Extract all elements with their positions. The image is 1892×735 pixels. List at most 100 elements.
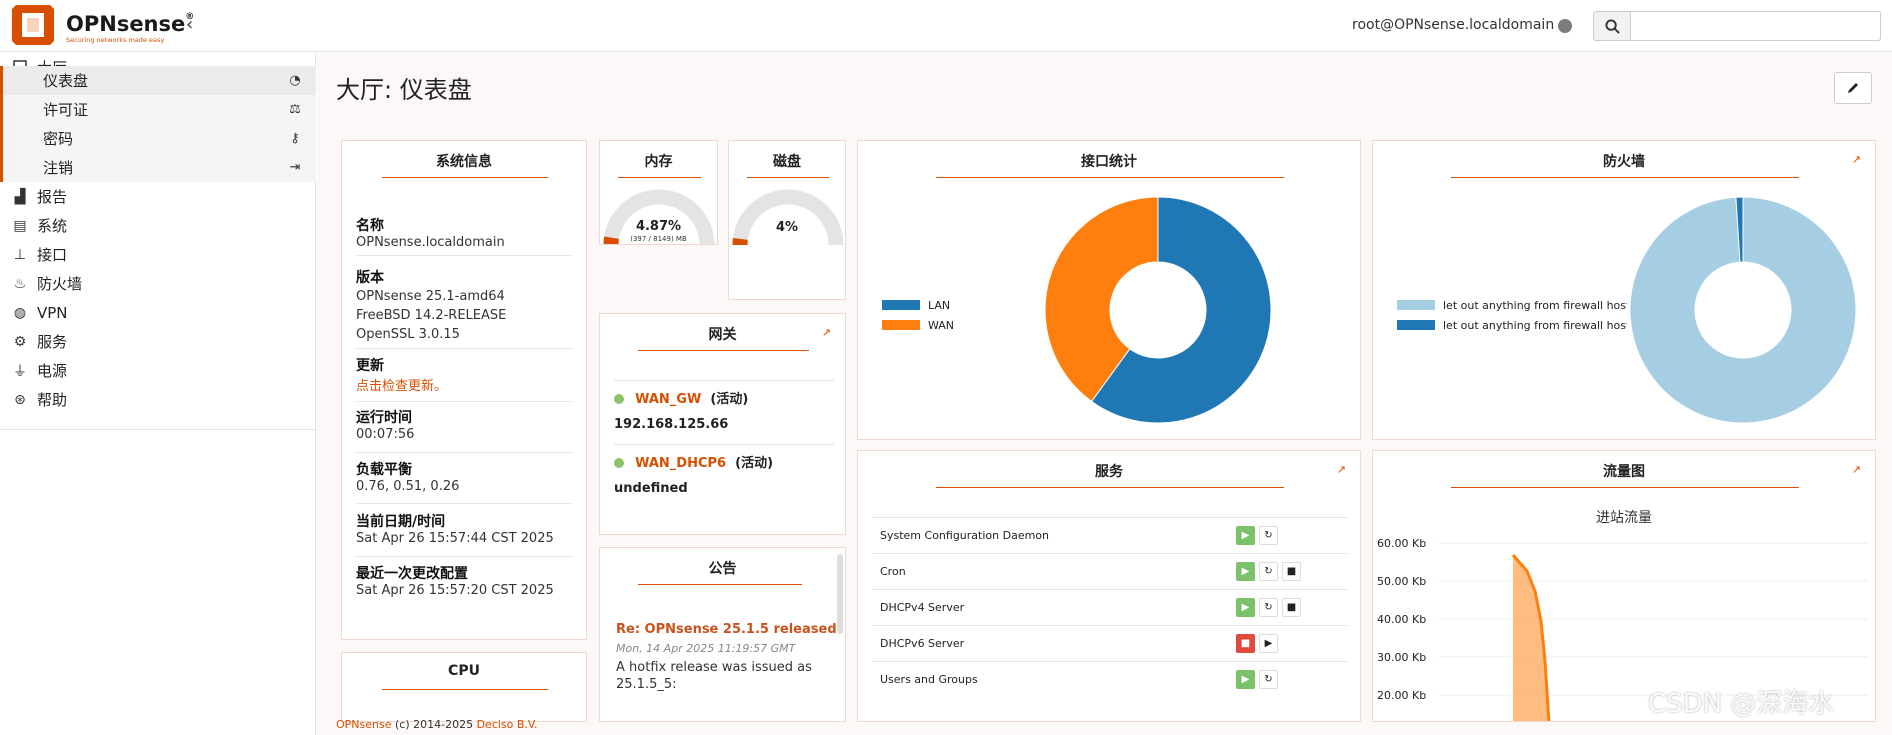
traffic-graph-widget: 流量图 ↗ 进站流量 60.00 Kb 50.00 Kb 40.00 Kb 30… <box>1372 450 1876 722</box>
sysinfo-uptime: 运行时间 00:07:56 <box>356 410 415 442</box>
sysinfo-updates: 更新 点击检查更新。 <box>356 355 572 394</box>
chart-legend: LAN WAN <box>882 295 954 335</box>
donut-slice[interactable] <box>1735 196 1744 263</box>
legend-item[interactable]: LAN <box>882 295 954 315</box>
y-tick-label: 30.00 Kb <box>1377 651 1427 664</box>
service-row: Users and Groups ▶ ↻ <box>872 661 1348 697</box>
service-restart-button[interactable]: ↻ <box>1259 526 1278 545</box>
watermark: CSDN @深海水 <box>1648 689 1835 719</box>
gateway-name-link[interactable]: WAN_DHCP6 <box>635 456 727 471</box>
interface-donut-chart <box>1044 196 1272 424</box>
service-running-button[interactable]: ▶ <box>1236 598 1255 617</box>
gateway-item: WAN_DHCP6 (活动) undefined <box>614 456 774 496</box>
y-tick-label: 20.00 Kb <box>1377 689 1427 702</box>
dashboard-icon: ◔ <box>289 73 301 88</box>
y-tick-label: 60.00 Kb <box>1377 537 1427 550</box>
lifebuoy-icon: ⊛ <box>14 391 26 408</box>
external-link-icon[interactable]: ↗ <box>1851 463 1861 476</box>
widget-title: 服务 <box>1095 464 1123 480</box>
firewall-donut-chart <box>1629 196 1857 424</box>
donut-slice[interactable] <box>1044 196 1159 403</box>
widget-title: 磁盘 <box>773 154 801 170</box>
system-info-widget: 系统信息 名称 OPNsense.localdomain 版本 OPNsense… <box>341 140 587 640</box>
sysinfo-name: 名称 OPNsense.localdomain <box>356 218 505 250</box>
sysinfo-datetime: 当前日期/时间 Sat Apr 26 15:57:44 CST 2025 <box>356 514 554 546</box>
footer-brand-link[interactable]: OPNsense <box>336 718 392 731</box>
traffic-line <box>1511 554 1551 721</box>
memory-widget: 内存 4.87% (397 / 8149) MB <box>599 140 718 245</box>
title-underline <box>747 177 829 178</box>
brand-tagline: Securing networks made easy <box>66 36 165 44</box>
globe-icon: ◍ <box>13 304 27 321</box>
legend-swatch <box>882 320 920 330</box>
sidebar-item-power[interactable]: ⏚ 电源 <box>13 362 68 380</box>
service-running-button[interactable]: ▶ <box>1236 526 1255 545</box>
service-running-button[interactable]: ▶ <box>1236 562 1255 581</box>
legend-item[interactable]: let out anything from firewall host it <box>1397 295 1627 315</box>
row-divider <box>356 348 572 349</box>
donut-slice[interactable] <box>1629 196 1857 424</box>
widget-title: 公告 <box>708 561 737 577</box>
external-link-icon[interactable]: ↗ <box>821 326 831 339</box>
service-stop-button[interactable]: ■ <box>1282 598 1301 617</box>
legend-item[interactable]: let out anything from firewall host it <box>1397 315 1627 335</box>
y-tick-label: 50.00 Kb <box>1377 575 1427 588</box>
service-restart-button[interactable]: ↻ <box>1259 670 1278 689</box>
service-start-button[interactable]: ▶ <box>1259 634 1278 653</box>
widget-title: 防火墙 <box>1603 154 1645 170</box>
search-button[interactable] <box>1593 11 1631 41</box>
edit-dashboard-button[interactable] <box>1834 72 1872 104</box>
sidebar-divider <box>0 429 316 430</box>
title-underline <box>618 177 701 178</box>
announcement-link[interactable]: Re: OPNsense 25.1.5 released <box>616 622 837 637</box>
legend-item[interactable]: WAN <box>882 315 954 335</box>
user-account-label[interactable]: root@OPNsense.localdomain <box>1352 17 1555 33</box>
opnsense-logo[interactable] <box>10 3 56 47</box>
sidebar-item-system[interactable]: ▤ 系统 <box>0 211 316 240</box>
title-underline <box>638 584 802 585</box>
chart-icon: ▟ <box>14 188 26 205</box>
traffic-area <box>1513 555 1549 721</box>
balance-scale-icon: ⚖ <box>289 102 301 117</box>
sidebar-item-firewall[interactable]: ♨ 防火墙 <box>0 269 316 298</box>
sidebar-item-services[interactable]: ⚙ 服务 <box>0 327 316 356</box>
sidebar-item-interfaces[interactable]: ⊥ 接口 <box>0 240 316 269</box>
sidebar-item-reports[interactable]: ▟ 报告 <box>0 182 316 211</box>
external-link-icon[interactable]: ↗ <box>1336 463 1346 476</box>
sidebar-item-dashboard[interactable]: 仪表盘 ◔ <box>0 66 316 95</box>
service-restart-button[interactable]: ↻ <box>1259 598 1278 617</box>
footer-company-link[interactable]: Deciso B.V. <box>476 718 538 731</box>
external-link-icon[interactable]: ↗ <box>1851 153 1861 166</box>
service-stop-button[interactable]: ■ <box>1282 562 1301 581</box>
cpu-widget: CPU <box>341 652 587 722</box>
disk-widget: 磁盘 4% <box>728 140 846 300</box>
sidebar-item-logout[interactable]: 注销 ⇥ <box>0 153 316 182</box>
check-updates-link[interactable]: 点击检查更新。 <box>356 379 448 394</box>
scrollbar[interactable] <box>837 554 843 634</box>
service-restart-button[interactable]: ↻ <box>1259 562 1278 581</box>
service-running-button[interactable]: ▶ <box>1236 670 1255 689</box>
sidebar: 大厅 仪表盘 ◔ 许可证 ⚖ 密码 ⚷ 注销 ⇥ ▟ 报告 ▤ 系统 ⊥ 接口 … <box>0 53 316 735</box>
legend-swatch <box>882 300 920 310</box>
service-row: System Configuration Daemon ▶ ↻ <box>872 517 1348 553</box>
donut-slice[interactable] <box>1090 196 1272 424</box>
sidebar-item-password[interactable]: 密码 ⚷ <box>0 124 316 153</box>
traffic-chart-plot <box>1439 542 1869 721</box>
service-row: DHCPv4 Server ▶ ↻ ■ <box>872 589 1348 625</box>
row-divider <box>356 255 572 256</box>
sidebar-item-help[interactable]: ⊛ 帮助 <box>0 385 316 414</box>
y-tick-label: 40.00 Kb <box>1377 613 1427 626</box>
announcement-date: Mon, 14 Apr 2025 11:19:57 GMT <box>616 642 796 655</box>
service-stopped-button[interactable]: ■ <box>1236 634 1255 653</box>
sidebar-item-license[interactable]: 许可证 ⚖ <box>0 95 316 124</box>
y-axis-labels: 60.00 Kb 50.00 Kb 40.00 Kb 30.00 Kb 20.0… <box>1377 537 1427 721</box>
sidebar-item-vpn[interactable]: ◍ VPN <box>0 298 316 327</box>
title-underline <box>382 177 548 178</box>
sysinfo-version: 版本 OPNsense 25.1-amd64 FreeBSD 14.2-RELE… <box>356 270 507 342</box>
search-input[interactable] <box>1631 11 1881 41</box>
brand-name: OPNsense® <box>66 12 195 36</box>
title-underline <box>936 177 1284 178</box>
collapse-sidebar-icon[interactable]: ‹ <box>186 14 194 35</box>
gateway-name-link[interactable]: WAN_GW <box>635 392 702 407</box>
system-status-icon[interactable] <box>1558 19 1572 33</box>
